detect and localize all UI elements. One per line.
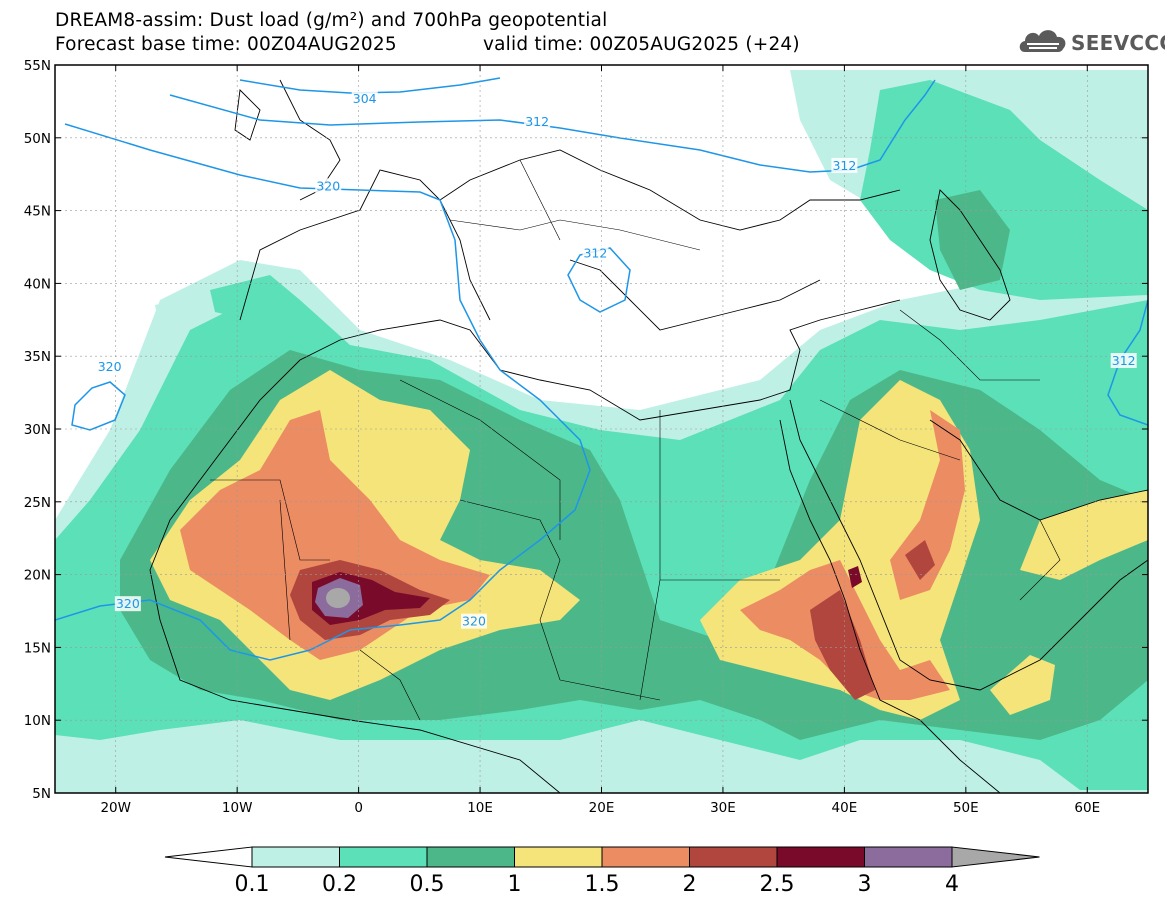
contour-312-east [1107,299,1148,426]
contour-label-bg [582,245,609,261]
lat-tick-label: 45N [24,204,51,220]
lat-tick-label: 40N [24,276,51,292]
lat-tick-label: 15N [24,640,51,656]
lon-tick-label: 0 [354,800,363,816]
dust-level-2-5-east [848,566,862,588]
contour-312-balkan [567,247,631,313]
contour-label: 320 [460,613,487,629]
contour-label: 304 [351,90,378,106]
coastlines [149,79,1148,793]
colorbar-label: 0.2 [322,872,357,897]
contour-label-text: 312 [1112,353,1136,368]
lat-tick-label: 10N [24,713,51,729]
colorbar-label: 1.5 [585,872,620,897]
contour-320-north [64,123,591,626]
lat-tick-label: 55N [24,58,51,74]
dust-level-2-arabia [905,540,935,580]
colorbar-swatch [339,846,428,868]
contour-label-bg [96,358,123,374]
colorbar-label: 4 [945,872,959,897]
contour-label-bg [524,114,551,130]
colorbar-swatch [689,846,778,868]
colorbar-label: 0.5 [410,872,445,897]
dust-level-0-2-north [860,80,1148,300]
contour-label-text: 312 [583,245,607,260]
valid-time: valid time: 00Z05AUG2025 (+24) [483,34,800,55]
contour-label-text: 320 [462,614,486,629]
cloud-icon [1019,30,1066,52]
contour-label: 312 [582,245,609,261]
lat-tick-label: 35N [24,349,51,365]
contour-312-north [169,79,936,173]
contour-label: 320 [114,596,141,612]
colorbar-label: 3 [858,872,872,897]
contour-label-text: 320 [98,359,122,374]
colorbar-swatch [251,846,340,868]
logo-text: SEEVCCC [1071,31,1165,55]
dust-level-0-5-caspian [935,190,1010,290]
contour-label-bg [315,178,342,194]
contour-label-text: 320 [116,596,140,611]
colorbar-swatch [514,846,603,868]
contour-label: 320 [96,358,123,374]
dust-level-1-oman [1020,490,1148,580]
axis-labels: 20W 10W 0 10E 20E 30E 40E 50E 60E 55N 50N 45N 40N 35N… [24,58,1100,816]
lon-tick-label: 50E [953,800,979,816]
contour-label-text: 312 [832,158,856,173]
lat-tick-label: 25N [24,495,51,511]
contour-label-text: 320 [316,178,340,193]
contour-label-text: 304 [353,91,377,106]
contour-labels: 304 312 312 320 312 320 320 320 312 [96,90,1137,629]
colorbar-min-arrow [164,846,253,868]
map-title: DREAM8-assim: Dust load (g/m²) and 700hP… [55,10,608,31]
contour-label-bg [831,157,858,173]
dust-level-4 [326,588,350,608]
forecast-base-time: Forecast base time: 00Z04AUG2025 [55,34,397,55]
lat-tick-label: 20N [24,568,51,584]
country-borders [210,159,1061,721]
contour-label-bg [460,613,487,629]
dust-level-1-sea [990,655,1055,715]
colorbar-max-arrow [951,846,1040,868]
lon-tick-label: 30E [710,800,736,816]
dust-level-1-east [700,380,980,720]
lon-tick-label: 60E [1074,800,1100,816]
contour-label: 312 [1110,353,1137,369]
lat-tick-label: 5N [32,786,51,802]
colorbar-label: 0.1 [235,872,270,897]
lon-tick-label: 10W [222,800,253,816]
contour-320-atlantic [71,381,126,431]
contour-label: 312 [524,114,551,130]
contour-label-bg [351,90,378,106]
dust-level-2-east [810,590,875,700]
contour-label-text: 312 [525,114,549,129]
lon-tick-label: 10E [467,800,493,816]
lat-tick-label: 50N [24,131,51,147]
colorbar: 0.1 0.2 0.5 1 1.5 2 2.5 3 4 [164,846,1040,897]
contour-label-bg [1110,353,1137,369]
colorbar-swatch [601,846,690,868]
contour-label: 312 [831,157,858,173]
colorbar-swatch [776,846,865,868]
lon-tick-label: 40E [832,800,858,816]
colorbar-label: 2 [683,872,697,897]
lon-tick-label: 20W [100,800,131,816]
colorbar-swatch [426,846,515,868]
dust-level-0-2-iberia [210,275,300,320]
colorbar-label: 2.5 [760,872,795,897]
map-subtitle: Forecast base time: 00Z04AUG2025 valid ti… [55,34,800,55]
colorbar-label: 1 [508,872,522,897]
seevccc-logo: SEEVCCC [1017,24,1165,58]
lat-tick-label: 30N [24,422,51,438]
contour-label-bg [114,596,141,612]
colorbar-swatch [864,846,953,868]
contour-label: 320 [315,178,342,194]
lon-tick-label: 20E [589,800,615,816]
axis-ticks [55,64,1148,794]
